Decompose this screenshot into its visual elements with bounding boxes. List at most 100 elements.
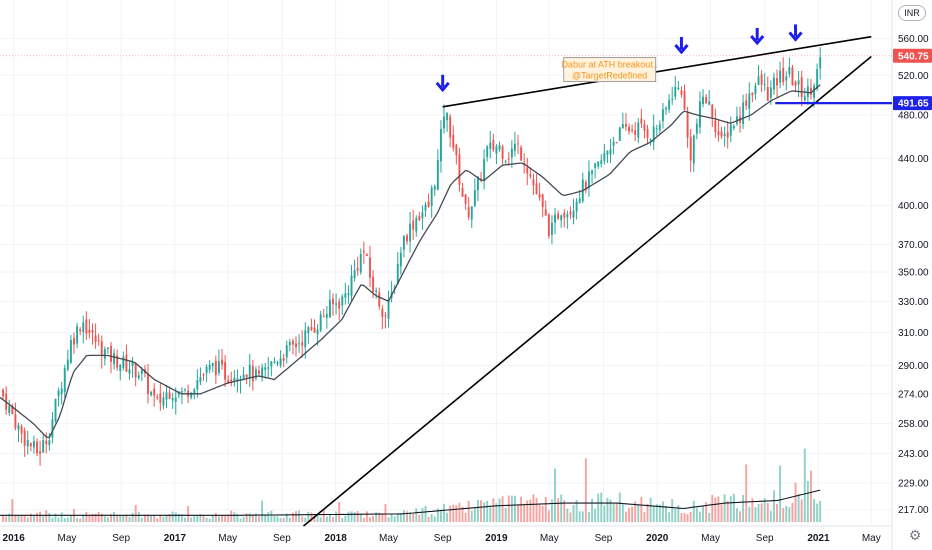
volume-bar bbox=[313, 516, 316, 522]
volume-bar bbox=[359, 513, 362, 522]
volume-bar bbox=[819, 500, 822, 522]
candle-body bbox=[809, 87, 812, 95]
candle-body bbox=[785, 76, 788, 81]
candle-body bbox=[63, 368, 66, 392]
volume-bar bbox=[557, 498, 560, 522]
candle-body bbox=[624, 124, 627, 127]
volume-bar bbox=[809, 470, 812, 522]
candle-body bbox=[572, 210, 575, 218]
candle-body bbox=[162, 397, 165, 406]
volume-bar bbox=[221, 515, 223, 522]
volume-bar bbox=[674, 509, 677, 522]
volume-bar bbox=[48, 513, 51, 522]
candle-body bbox=[587, 171, 590, 189]
candle-body bbox=[665, 107, 667, 110]
volume-bar bbox=[745, 464, 748, 522]
drawings[interactable] bbox=[0, 24, 892, 527]
annotation-note[interactable]: Dabur at ATH breakout.. @TargetRedefined bbox=[561, 57, 658, 83]
price-moving-average-line bbox=[0, 84, 821, 439]
candle-body bbox=[217, 360, 220, 373]
candle-body bbox=[819, 57, 822, 69]
candle-body bbox=[430, 187, 433, 206]
candle-body bbox=[501, 146, 504, 159]
volume-bar bbox=[661, 501, 664, 522]
volume-bar bbox=[800, 499, 803, 522]
candle-body bbox=[698, 101, 701, 128]
time-axis[interactable]: 2016 May Sep 2017 May Sep 2018 May Sep 2019 May Sep… bbox=[3, 533, 881, 544]
arrow-head bbox=[788, 31, 803, 42]
candle-body bbox=[122, 356, 125, 368]
currency-label[interactable]: INR bbox=[898, 5, 926, 21]
candle-body bbox=[69, 339, 72, 363]
candle-body bbox=[224, 362, 227, 380]
x-tick-label: May bbox=[58, 533, 77, 544]
candle-body bbox=[180, 391, 183, 393]
candle-body bbox=[196, 380, 199, 390]
candle-body bbox=[147, 374, 149, 395]
volume-bar bbox=[147, 514, 149, 522]
candle-body bbox=[39, 451, 42, 454]
candle-body bbox=[42, 440, 45, 453]
volume-bar bbox=[785, 505, 788, 522]
volume-bar bbox=[751, 498, 754, 522]
volume-bar bbox=[378, 512, 381, 522]
x-tick-label: May bbox=[540, 533, 559, 544]
volume-bar bbox=[113, 511, 116, 522]
candle-body bbox=[640, 118, 643, 124]
candle-body bbox=[134, 363, 137, 378]
volume-bar bbox=[587, 511, 590, 522]
candle-body bbox=[711, 104, 714, 118]
trendline-rising-support bbox=[302, 55, 872, 527]
volume-bar bbox=[365, 511, 368, 522]
candle-body bbox=[637, 122, 640, 138]
candle-body bbox=[806, 86, 809, 98]
x-tick-label: Sep bbox=[273, 533, 291, 544]
volume-bar bbox=[190, 517, 193, 522]
candle-body bbox=[227, 380, 230, 383]
volume-bar bbox=[464, 512, 467, 522]
candle-body bbox=[643, 124, 646, 131]
volume-bar bbox=[757, 503, 760, 522]
volume-bar bbox=[813, 499, 815, 522]
x-tick-label: 2020 bbox=[646, 533, 669, 544]
candle-body bbox=[338, 301, 341, 309]
candle-body bbox=[365, 254, 368, 256]
volume-bar bbox=[356, 511, 359, 522]
candle-body bbox=[208, 364, 211, 370]
volume-bar bbox=[131, 512, 134, 522]
candle-body bbox=[106, 347, 109, 349]
volume-bar bbox=[205, 517, 208, 522]
candle-body bbox=[264, 367, 267, 370]
volume-bar bbox=[295, 511, 297, 522]
volume-bar bbox=[760, 503, 763, 522]
volume-bar bbox=[29, 513, 32, 522]
volume-bar bbox=[298, 510, 301, 522]
candle-body bbox=[291, 340, 294, 345]
volume-bar bbox=[217, 516, 220, 522]
candle-body bbox=[803, 96, 806, 101]
candle-body bbox=[159, 393, 162, 404]
gear-icon[interactable]: ⚙ bbox=[908, 528, 922, 544]
candle-body bbox=[131, 361, 134, 367]
candle-body bbox=[674, 86, 677, 97]
volume-bar bbox=[14, 515, 17, 522]
volume-bar bbox=[338, 501, 341, 522]
candle-body bbox=[717, 131, 720, 136]
candle-body bbox=[214, 360, 217, 376]
x-tick-label: 2018 bbox=[325, 533, 348, 544]
volume-bar bbox=[612, 503, 615, 522]
candle-body bbox=[406, 235, 408, 242]
candle-body bbox=[76, 326, 79, 344]
candle-body bbox=[356, 268, 359, 271]
volume-bar bbox=[57, 517, 60, 522]
x-tick-label: Sep bbox=[756, 533, 774, 544]
price-candles bbox=[2, 47, 822, 466]
candle-body bbox=[97, 339, 100, 341]
volume-bar bbox=[449, 505, 452, 522]
volume-bar bbox=[258, 516, 260, 522]
volume-bar bbox=[8, 513, 11, 522]
price-axis[interactable]: 560.00 520.00 480.00 440.00 400.00 370.00 350.… bbox=[898, 34, 929, 516]
volume-bar bbox=[307, 511, 310, 522]
volume-bar bbox=[523, 503, 526, 522]
